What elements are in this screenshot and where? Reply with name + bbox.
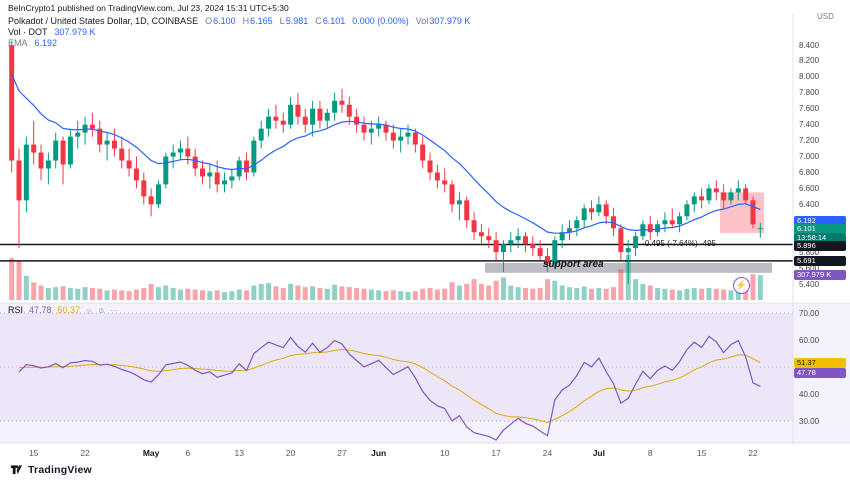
volume-series — [9, 255, 763, 300]
price-axis-badge: 307.979 K — [794, 270, 846, 281]
price-axis-badge: 6.101 — [794, 223, 846, 234]
time-axis-label: 22 — [748, 448, 758, 458]
price-axis-badge: 6.192 — [794, 215, 846, 226]
time-axis-label: May — [142, 448, 160, 458]
price-axis-label: 7.800 — [799, 88, 820, 98]
more-icon[interactable]: ⋯ — [110, 308, 118, 315]
rsi-legend: RSI 47.78 50.37 ◎ ⚙ ⋯ — [8, 305, 117, 315]
low-value: 5.981 — [285, 16, 309, 26]
price-axis-badge: 5.691 — [794, 255, 846, 266]
high-value: 6.165 — [250, 16, 273, 26]
time-axis-label: 10 — [439, 448, 450, 458]
volume-indicator-value: 307.979 K — [54, 27, 96, 37]
settings-icon[interactable]: ⚙ — [98, 308, 105, 315]
brand-name: TradingView — [28, 463, 92, 476]
price-axis[interactable]: 8.400 8.200 8.000 7.800 7.600 7.400 7.200 7.000… — [793, 14, 850, 443]
time-axis-label: 20 — [285, 448, 296, 458]
boost-button[interactable]: ⚡ — [733, 277, 750, 294]
price-axis-label: 6.800 — [799, 167, 820, 177]
rsi-axis-label: 60.00 — [799, 335, 820, 345]
change-value: 0.000 (0.00%) — [352, 16, 409, 26]
price-range-highlight[interactable] — [719, 192, 764, 234]
rsi-axis-label: 70.00 — [799, 308, 820, 318]
time-axis-label: 24 — [542, 448, 553, 458]
ohlc-open: O 6.100 — [205, 16, 236, 26]
time-axis-label: 15 — [696, 448, 707, 458]
rsi-value: 47.78 — [29, 305, 52, 315]
ohlc-close: C 6.101 — [315, 16, 345, 26]
tradingview-logo[interactable] — [10, 463, 23, 476]
time-axis-label: 27 — [337, 448, 347, 458]
ohlc-low: L 5.981 — [280, 16, 309, 26]
watermark: BeInCrypto1 published on TradingView.com… — [8, 3, 289, 13]
volume-legend: Vol · DOT 307.979 K — [8, 27, 96, 37]
price-axis-label: 5.800 — [799, 247, 820, 257]
main-legend: Polkadot / United States Dollar, 1D, COI… — [8, 16, 470, 26]
ema-indicator-value: 6.192 — [34, 38, 58, 48]
rsi-ma-value: 50.37 — [57, 305, 81, 315]
time-axis-label: 22 — [80, 448, 90, 458]
rsi-ma-line[interactable] — [18, 348, 761, 424]
time-axis-label: 17 — [491, 448, 501, 458]
time-axis-label: Jul — [592, 448, 605, 458]
price-axis-label: 6.600 — [799, 183, 820, 193]
footer: TradingView — [10, 463, 92, 476]
rsi-axis-label: 30.00 — [799, 416, 820, 426]
volume-label: Vol — [415, 16, 429, 26]
rsi-axis-badge: 51.37 — [794, 358, 846, 369]
time-axis-label: 13 — [234, 448, 244, 458]
price-axis-label: 8.000 — [799, 72, 820, 82]
price-axis-label: 8.400 — [799, 40, 820, 50]
rsi-axis-label: 40.00 — [799, 389, 820, 399]
price-axis-badge: 5.896 — [794, 240, 846, 251]
time-axis-label: 8 — [647, 448, 653, 458]
time-axis-label: 6 — [185, 448, 191, 458]
close-label: C — [315, 16, 322, 26]
close-value: 6.101 — [322, 16, 346, 26]
volume-inline: Vol 307.979 K — [416, 16, 471, 26]
price-axis-badge: 13:58:14 — [794, 232, 846, 243]
volume-indicator-title[interactable]: Vol · DOT — [8, 27, 48, 37]
rsi-pane-bg — [0, 303, 850, 443]
price-axis-label: 7.400 — [799, 120, 820, 130]
price-axis-label: 7.200 — [799, 136, 820, 146]
symbol-title[interactable]: Polkadot / United States Dollar, 1D, COI… — [8, 16, 199, 26]
volume-value: 307.979 K — [429, 16, 471, 26]
currency-label: USD — [817, 12, 834, 21]
lightning-icon: ⚡ — [735, 280, 748, 290]
ema-indicator-title[interactable]: EMA — [8, 38, 28, 48]
support-area-label: support area — [543, 259, 604, 270]
time-axis[interactable]: 15 22 May 6 13 20 27 Jun 10 17 24 Jul 8 15 22 — [0, 443, 793, 462]
candlestick-series — [9, 41, 763, 284]
ema-legend: EMA 6.192 — [8, 38, 57, 48]
price-axis-label: 7.000 — [799, 152, 820, 162]
high-label: H — [242, 16, 250, 26]
price-axis-label: 8.200 — [799, 56, 820, 66]
price-axis-label: 7.600 — [799, 104, 820, 114]
ohlc-high: H 6.165 — [243, 16, 273, 26]
low-label: L — [279, 16, 285, 26]
price-axis-label: 5.400 — [799, 279, 820, 289]
open-label: O — [205, 16, 213, 26]
eye-icon[interactable]: ◎ — [86, 308, 93, 315]
rsi-axis-badge: 47.78 — [794, 367, 846, 378]
measure-annotation: -0.495 (-7.64%) -495 — [642, 239, 716, 248]
time-axis-label: 15 — [28, 448, 39, 458]
time-axis-label: Jun — [371, 448, 387, 458]
price-axis-label: 5.600 — [799, 263, 820, 273]
open-value: 6.100 — [213, 16, 236, 26]
rsi-indicator-title[interactable]: RSI — [8, 305, 24, 315]
rsi-line[interactable] — [18, 335, 761, 441]
ema-line[interactable] — [11, 73, 761, 234]
price-axis-label: 6.400 — [799, 199, 820, 209]
